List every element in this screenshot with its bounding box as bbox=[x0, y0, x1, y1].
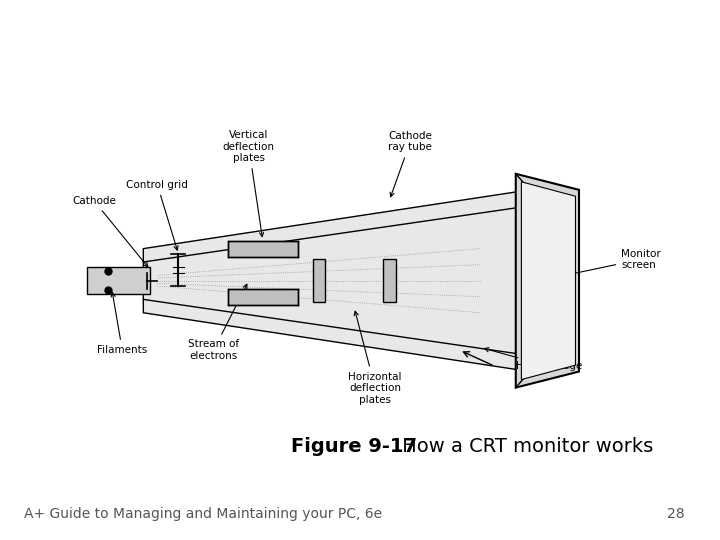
Polygon shape bbox=[383, 259, 395, 302]
Text: Monitor
screen: Monitor screen bbox=[569, 248, 661, 276]
Text: Cathode
ray tube: Cathode ray tube bbox=[388, 131, 432, 197]
Text: Horizontal
deflection
plates: Horizontal deflection plates bbox=[348, 311, 402, 405]
Polygon shape bbox=[516, 174, 579, 388]
Text: Figure 9-17: Figure 9-17 bbox=[291, 437, 417, 456]
Text: 28: 28 bbox=[667, 507, 685, 521]
Text: Cathode: Cathode bbox=[72, 196, 148, 267]
Text: High voltage: High voltage bbox=[485, 348, 582, 371]
Polygon shape bbox=[143, 190, 530, 372]
Text: Vertical
deflection
plates: Vertical deflection plates bbox=[222, 130, 275, 237]
Text: Control grid: Control grid bbox=[127, 180, 189, 250]
Text: Filaments: Filaments bbox=[97, 293, 148, 355]
Polygon shape bbox=[312, 259, 325, 302]
Text: Stream of
electrons: Stream of electrons bbox=[188, 284, 247, 361]
Polygon shape bbox=[521, 182, 575, 380]
Text: How a CRT monitor works: How a CRT monitor works bbox=[396, 437, 654, 456]
Text: A+ Guide to Managing and Maintaining your PC, 6e: A+ Guide to Managing and Maintaining you… bbox=[24, 507, 382, 521]
Polygon shape bbox=[87, 267, 150, 294]
